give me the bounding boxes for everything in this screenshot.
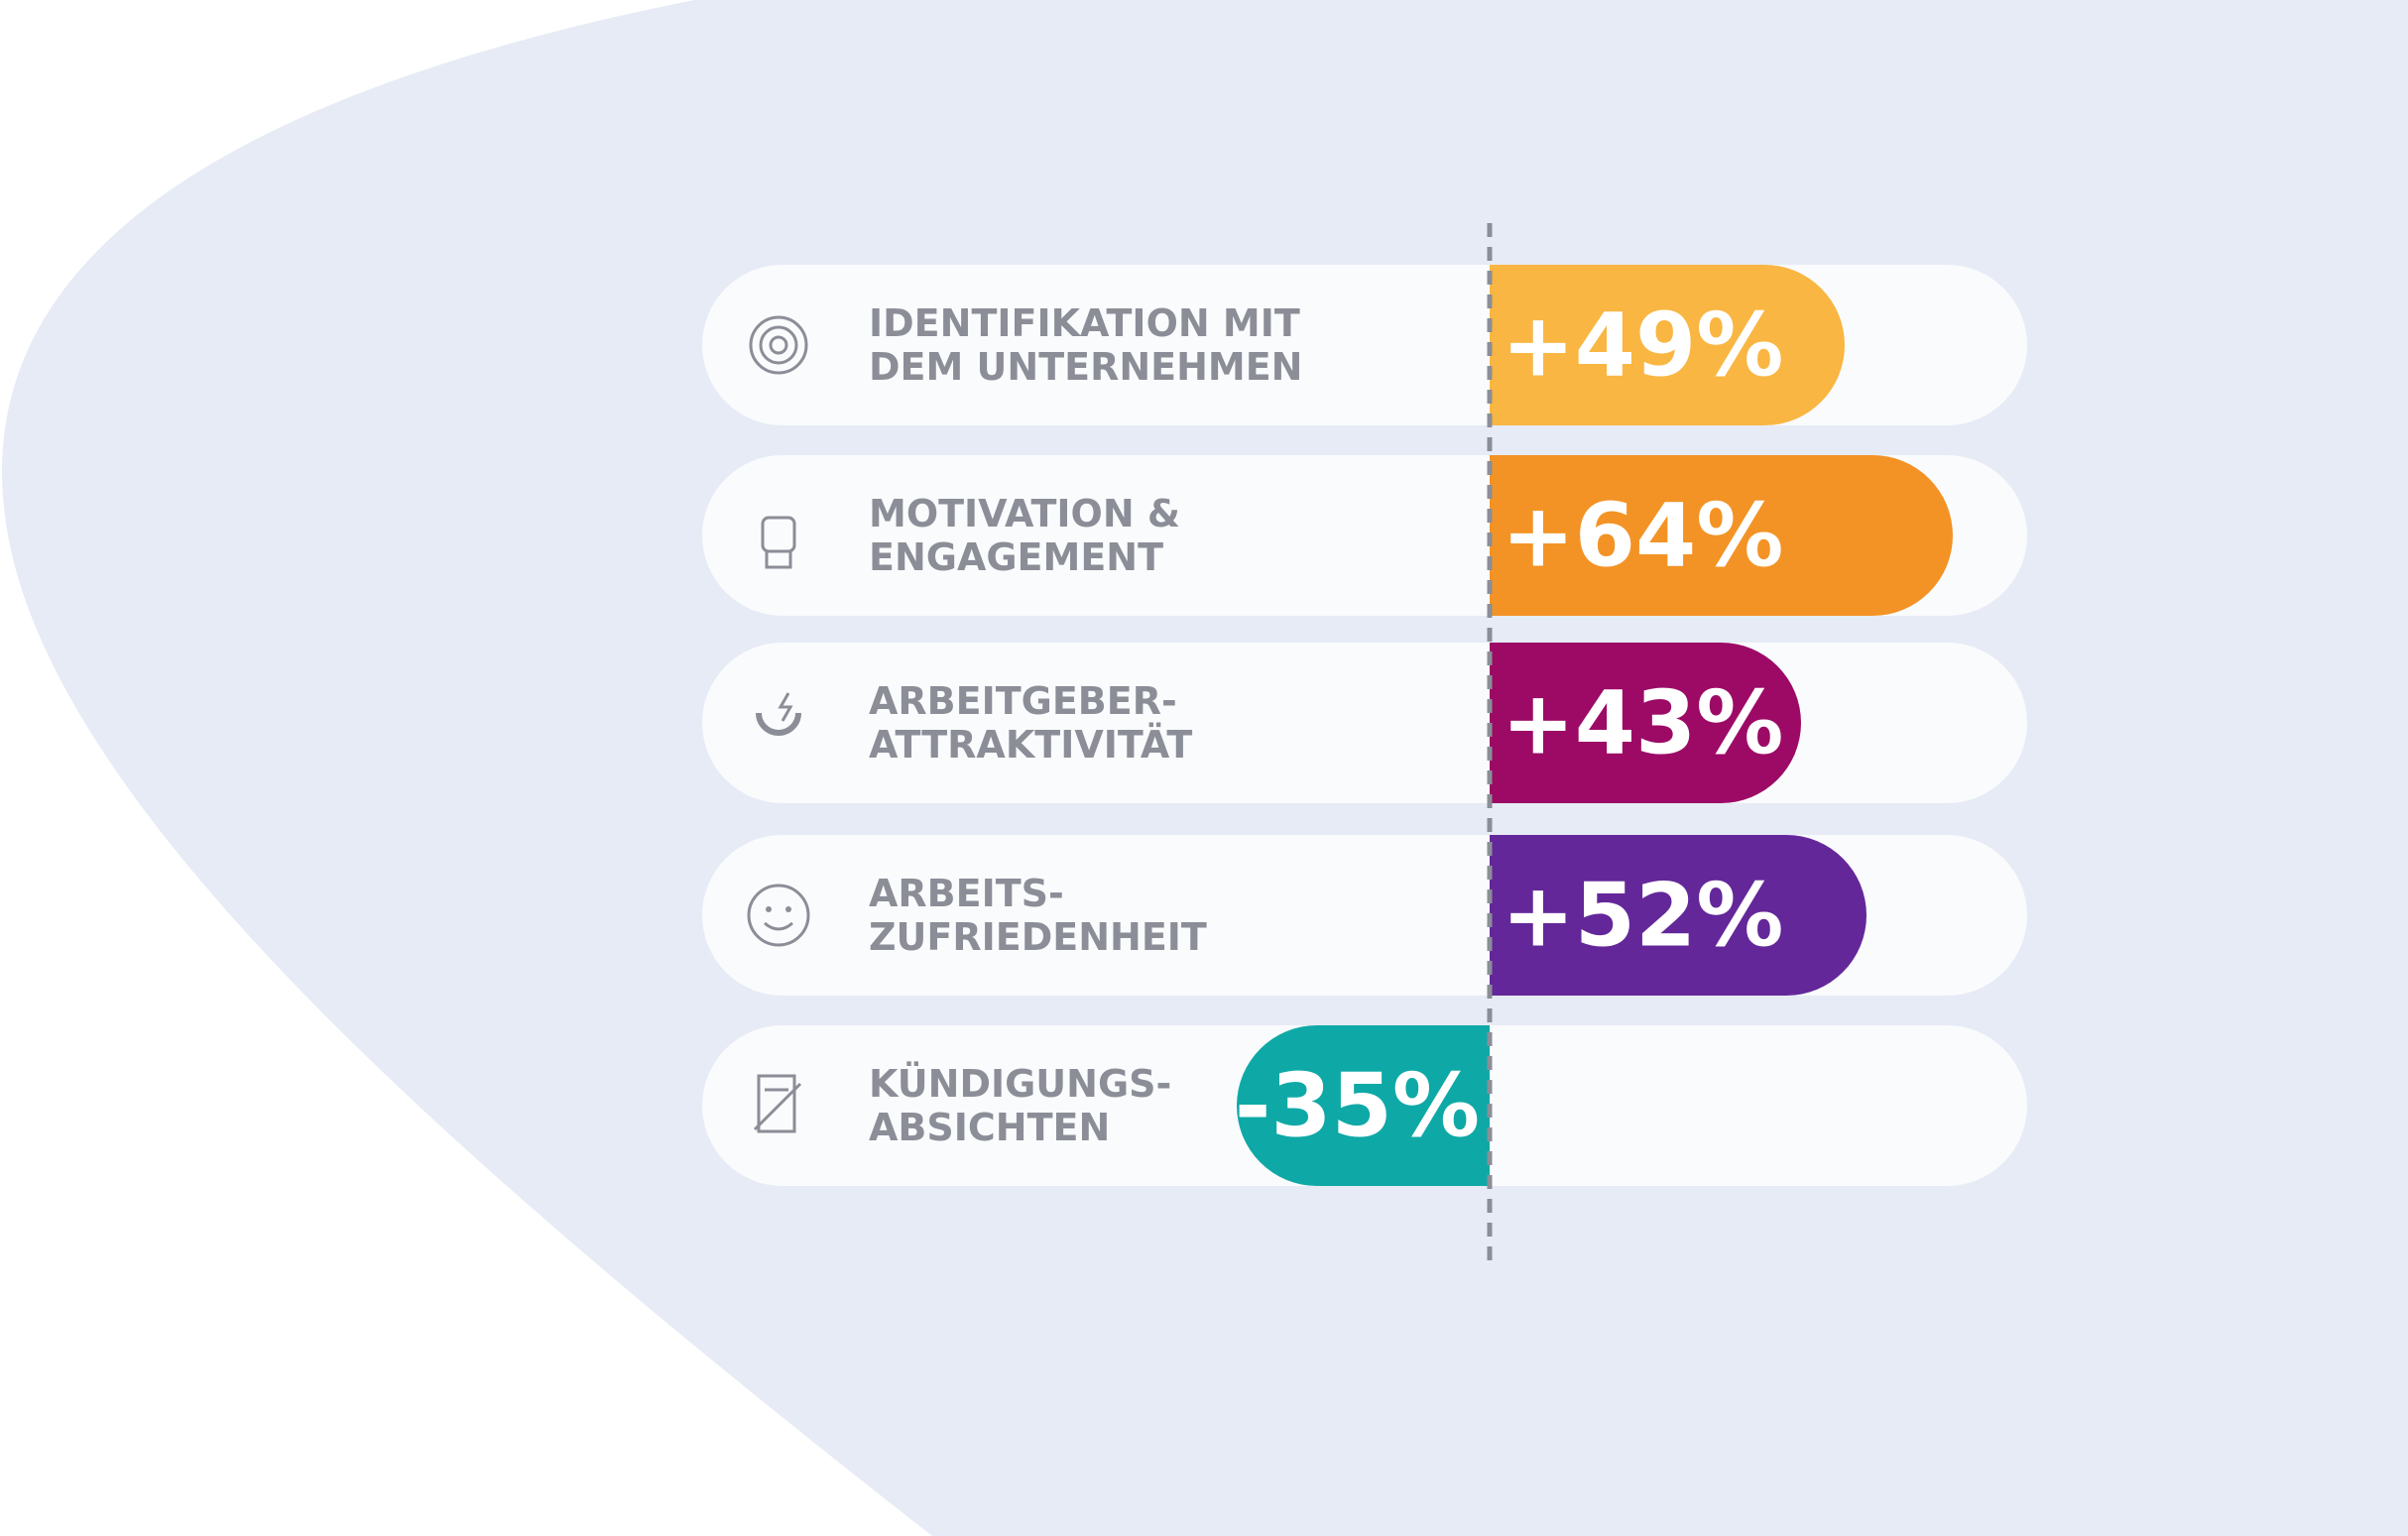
- bar: [1490, 835, 1866, 996]
- icon-graphic: [761, 516, 796, 569]
- bar: [1490, 643, 1801, 803]
- category-label: ARBEITS- ZUFRIEDENHEIT: [869, 872, 1207, 959]
- value-label: -35%: [1234, 1054, 1480, 1157]
- icon: [739, 876, 818, 955]
- icon: [739, 1066, 818, 1145]
- category-label: IDENTIFIKATION MIT DEM UNTERNEHMEN: [869, 301, 1303, 389]
- value-label: +49%: [1502, 294, 1784, 397]
- icon-graphic: [749, 315, 808, 375]
- icon-graphic: [747, 884, 810, 947]
- icon: [739, 305, 818, 385]
- icon-graphic: [756, 692, 801, 736]
- value-label: +52%: [1502, 864, 1784, 967]
- icon: [739, 496, 818, 575]
- bar: [1236, 1025, 1490, 1186]
- bar: [1490, 455, 1954, 616]
- value-label: +43%: [1502, 671, 1784, 774]
- category-label: KÜNDIGUNGS- ABSICHTEN: [869, 1062, 1172, 1149]
- row-pill: [702, 643, 2027, 803]
- value-label: +64%: [1502, 484, 1784, 587]
- icon: [739, 683, 818, 763]
- icon-graphic: [753, 1074, 802, 1133]
- category-label: ARBEITGEBER- ATTRAKTIVITÄT: [869, 679, 1193, 767]
- bar: [1490, 265, 1845, 425]
- category-label: MOTIVATION & ENGAGEMENT: [869, 492, 1181, 579]
